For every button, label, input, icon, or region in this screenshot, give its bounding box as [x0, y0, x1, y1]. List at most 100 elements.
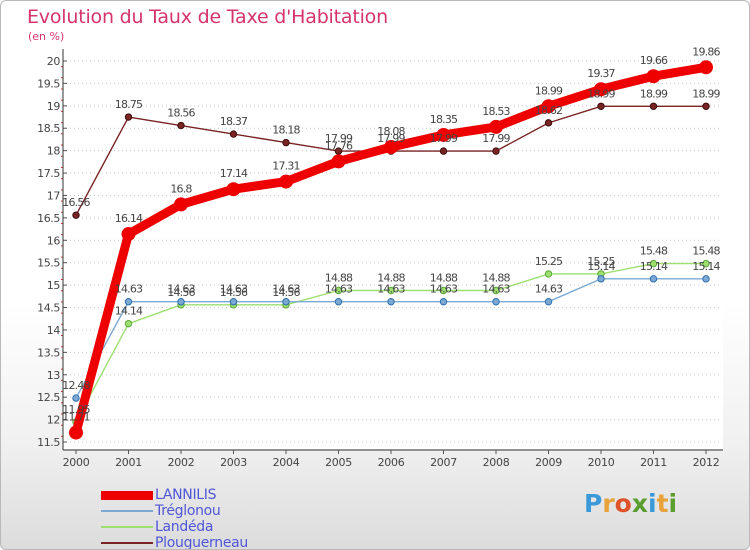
data-point-treglonou — [439, 298, 448, 306]
data-point-lannilis — [384, 140, 398, 155]
data-label-plouguerneau: 18.18 — [272, 124, 300, 137]
chart-subtitle: (en %) — [28, 30, 65, 43]
data-point-treglonou — [177, 298, 185, 306]
data-point-lannilis — [69, 425, 83, 440]
data-point-treglonou — [387, 298, 395, 306]
data-point-plouguerneau — [597, 102, 605, 110]
page-title: Evolution du Taux de Taxe d'Habitation — [27, 6, 388, 28]
x-tick-label: 2010 — [588, 456, 615, 469]
data-point-treglonou — [334, 298, 343, 306]
logo-letter: r — [602, 489, 615, 518]
y-tick-label: 12.5 — [37, 391, 60, 404]
data-label-landeda: 15.25 — [535, 255, 563, 268]
y-tick-label: 13.5 — [37, 346, 60, 359]
legend-label-treglonou: Tréglonou — [155, 503, 221, 519]
data-label-treglonou: 14.63 — [220, 283, 248, 296]
proxiti-logo: Proxiti — [584, 489, 677, 518]
x-tick-label: 2000 — [63, 456, 90, 469]
data-point-plouguerneau — [439, 147, 448, 155]
data-point-lannilis — [489, 119, 503, 134]
plot-area — [63, 49, 723, 449]
y-tick-label: 17.5 — [37, 167, 60, 180]
data-point-landeda — [492, 286, 500, 295]
data-label-treglonou: 14.63 — [167, 283, 195, 296]
data-point-treglonou — [492, 298, 500, 306]
data-point-plouguerneau — [649, 102, 658, 110]
data-label-landeda: 14.88 — [377, 271, 405, 284]
data-label-lannilis: 17.14 — [220, 167, 248, 180]
data-point-treglonou — [544, 298, 553, 306]
y-tick-label: 12 — [47, 414, 60, 427]
data-label-treglonou: 14.63 — [115, 283, 143, 296]
data-point-treglonou — [597, 275, 605, 283]
data-label-plouguerneau: 16.56 — [62, 196, 90, 209]
data-label-lannilis: 11.71 — [62, 411, 90, 424]
y-tick-label: 18 — [47, 145, 61, 158]
data-label-plouguerneau: 18.56 — [167, 107, 195, 120]
data-label-landeda: 14.56 — [167, 286, 195, 299]
data-point-landeda — [702, 259, 710, 268]
data-point-lannilis — [541, 99, 556, 114]
data-label-plouguerneau: 18.99 — [640, 87, 668, 100]
data-point-plouguerneau — [229, 130, 238, 138]
data-label-lannilis: 19.66 — [640, 54, 668, 67]
x-tick-label: 2002 — [168, 456, 195, 469]
data-label-plouguerneau: 18.62 — [535, 104, 563, 117]
data-label-landeda: 14.88 — [325, 271, 353, 284]
data-point-landeda — [649, 259, 658, 268]
data-point-lannilis — [279, 174, 293, 189]
y-tick-label: 14.5 — [37, 302, 60, 315]
data-point-plouguerneau — [702, 102, 710, 110]
legend-label-lannilis: LANNILIS — [155, 487, 217, 503]
data-label-lannilis: 19.37 — [587, 67, 615, 80]
logo-letter: i — [668, 489, 678, 518]
data-label-lannilis: 16.14 — [115, 212, 143, 225]
data-point-lannilis — [594, 82, 608, 97]
data-label-landeda: 14.88 — [430, 271, 458, 284]
y-tick-label: 15 — [47, 279, 61, 292]
legend-swatch-treglonou — [101, 510, 153, 512]
data-point-treglonou — [72, 394, 80, 402]
data-point-lannilis — [121, 227, 136, 242]
data-label-plouguerneau: 17.99 — [377, 132, 405, 145]
data-point-lannilis — [174, 197, 188, 212]
data-label-lannilis: 18.53 — [482, 105, 510, 118]
data-label-treglonou: 15.14 — [640, 260, 668, 273]
legend-label-plouguerneau: Plouguerneau — [155, 535, 248, 550]
data-point-landeda — [387, 286, 395, 295]
y-tick-label: 13 — [47, 369, 61, 382]
data-point-plouguerneau — [544, 119, 553, 127]
data-label-plouguerneau: 17.99 — [325, 132, 353, 145]
data-label-landeda: 14.14 — [115, 305, 143, 318]
legend-swatch-lannilis — [101, 491, 153, 500]
x-tick-label: 2001 — [115, 456, 142, 469]
y-tick-label: 16 — [47, 234, 61, 247]
y-tick-label: 20 — [47, 55, 61, 68]
data-label-plouguerneau: 17.99 — [482, 132, 510, 145]
y-tick-label: 11.5 — [37, 436, 60, 449]
data-label-lannilis: 17.76 — [325, 139, 353, 152]
legend-swatch-plouguerneau — [101, 542, 153, 544]
data-label-lannilis: 18.99 — [535, 84, 563, 97]
data-point-plouguerneau — [124, 113, 133, 121]
data-point-plouguerneau — [177, 121, 185, 130]
data-label-treglonou: 14.63 — [482, 283, 510, 296]
y-tick-label: 16.5 — [37, 212, 60, 225]
logo-letter: o — [614, 489, 632, 518]
x-tick-label: 2012 — [693, 456, 720, 469]
logo-letter: t — [656, 489, 669, 518]
data-label-landeda: 11.95 — [62, 403, 90, 416]
logo-letter: P — [584, 489, 603, 518]
data-point-lannilis — [331, 154, 346, 169]
y-tick-label: 15.5 — [37, 257, 60, 270]
data-label-landeda: 15.25 — [587, 255, 615, 268]
data-label-plouguerneau: 18.37 — [220, 115, 248, 128]
data-label-lannilis: 18.35 — [430, 113, 458, 126]
data-label-treglonou: 14.63 — [272, 283, 300, 296]
y-tick-label: 19.5 — [37, 77, 60, 90]
data-point-landeda — [334, 286, 343, 295]
data-label-lannilis: 18.08 — [377, 125, 405, 138]
data-label-plouguerneau: 18.99 — [587, 87, 615, 100]
data-point-treglonou — [649, 275, 658, 283]
